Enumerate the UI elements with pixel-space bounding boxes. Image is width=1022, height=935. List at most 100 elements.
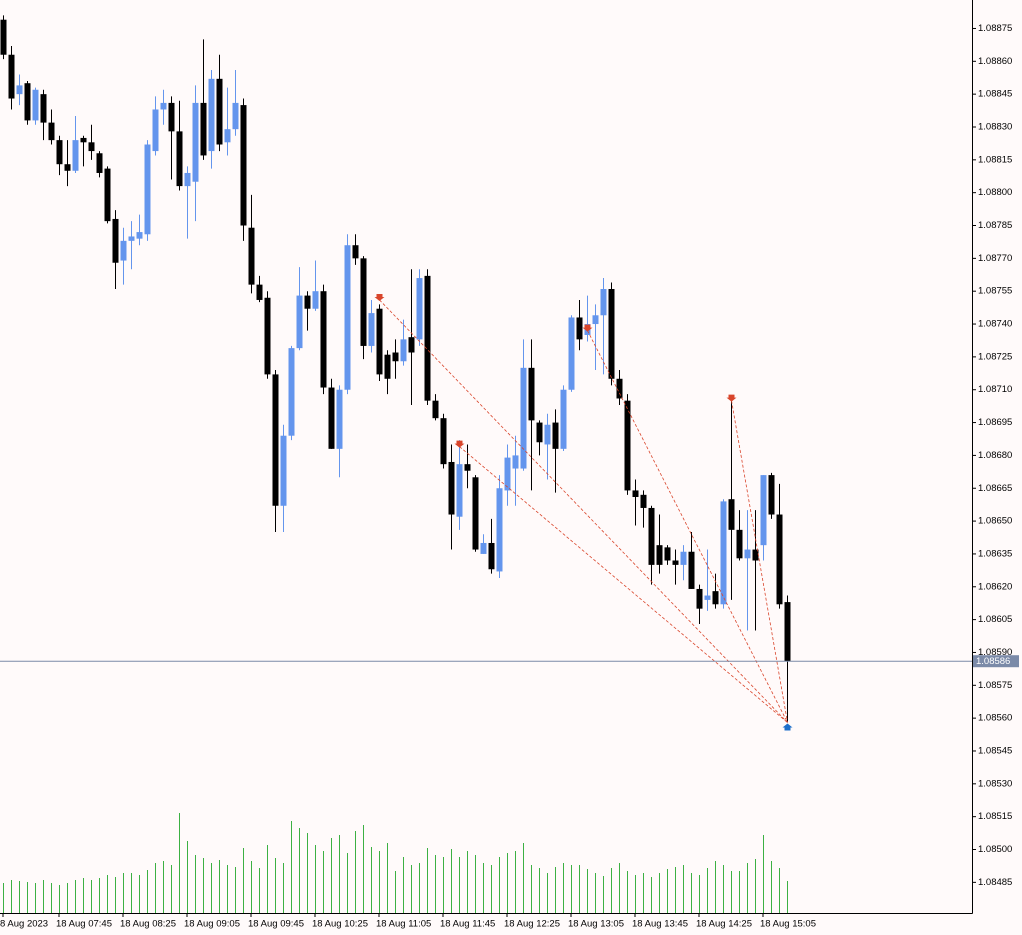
candle-body [464, 464, 471, 471]
candle-body [352, 245, 359, 259]
candle-body [648, 507, 655, 565]
candle-body [552, 422, 559, 449]
candle-body [192, 102, 199, 182]
candle-body [88, 142, 95, 152]
sell-arrow [582, 324, 593, 332]
trade-line [379, 299, 788, 723]
candle-body [144, 144, 151, 235]
x-tick-label: 18 Aug 11:45 [440, 919, 495, 930]
y-tick-label: 1.08845 [978, 89, 1012, 100]
candle-body [160, 102, 167, 110]
candle-body [568, 317, 575, 390]
candle-body [688, 551, 695, 589]
candle-body [768, 475, 775, 515]
candle-body [752, 549, 759, 561]
candle-body [72, 140, 79, 171]
candle-body [696, 588, 703, 609]
candle-body [512, 455, 519, 469]
candle-body [704, 595, 711, 600]
y-tick-label: 1.08755 [978, 286, 1012, 297]
candle-body [232, 102, 239, 130]
candle-body [80, 137, 87, 143]
candle-body [384, 354, 391, 379]
y-tick-label: 1.08770 [978, 253, 1012, 264]
candle-body [224, 129, 231, 143]
candle-body [288, 348, 295, 436]
x-tick-label: 18 Aug 15:05 [760, 919, 816, 930]
y-tick-label: 1.08710 [978, 384, 1012, 395]
candle-body [56, 140, 63, 165]
candle-body [424, 275, 431, 401]
y-tick-label: 1.08545 [978, 745, 1012, 756]
y-tick-label: 1.08485 [978, 877, 1012, 888]
candle-body [208, 78, 215, 152]
candle-body [416, 278, 423, 340]
candle-body [112, 218, 119, 263]
candle-body [368, 313, 375, 346]
plot-area [0, 15, 793, 913]
candle-body [480, 542, 487, 554]
y-tick-label: 1.08830 [978, 122, 1012, 133]
candle-body [176, 131, 183, 187]
candle-body [32, 89, 39, 121]
candle-body [152, 109, 159, 152]
candle-body [640, 494, 647, 508]
y-tick-label: 1.08575 [978, 680, 1012, 691]
candle-body [184, 172, 191, 187]
candle-body [200, 102, 207, 156]
y-tick-label: 1.08515 [978, 811, 1012, 822]
candle-body [128, 236, 135, 241]
x-tick-label: 18 Aug 09:05 [184, 919, 240, 930]
x-tick-label: 8 Aug 2023 [0, 919, 48, 930]
candle-body [272, 374, 279, 506]
candle-body [456, 464, 463, 517]
candle-body [544, 424, 551, 445]
candle-body [672, 560, 679, 565]
x-tick-label: 18 Aug 12:25 [504, 919, 560, 930]
candle-body [608, 289, 615, 379]
candle-body [344, 245, 351, 390]
candle-body [64, 164, 71, 171]
current-price-box [973, 655, 1019, 668]
candle-body [664, 547, 671, 561]
candle-body [136, 232, 143, 239]
candle-body [720, 501, 727, 605]
candle-body [744, 549, 751, 559]
candle-body [24, 83, 31, 121]
candle-body [680, 551, 687, 565]
y-tick-label: 1.08590 [978, 647, 1012, 658]
y-tick-label: 1.08860 [978, 56, 1012, 67]
y-tick-label: 1.08620 [978, 581, 1012, 592]
candle-body [624, 400, 631, 491]
x-tick-label: 18 Aug 14:25 [696, 919, 752, 930]
candle-body [592, 315, 599, 325]
x-tick-label: 18 Aug 07:45 [56, 919, 112, 930]
y-tick-label: 1.08560 [978, 713, 1012, 724]
candle-body [16, 85, 23, 95]
y-tick-label: 1.08500 [978, 844, 1012, 855]
candle-body [600, 289, 607, 316]
sell-arrow [454, 440, 465, 448]
candle-body [264, 297, 271, 375]
sell-arrow [374, 293, 385, 301]
candle-body [504, 457, 511, 491]
candle-body [120, 240, 127, 261]
candle-body [40, 94, 47, 123]
candle-body [96, 153, 103, 173]
buy-arrow [782, 723, 793, 731]
candle-body [408, 337, 415, 353]
y-tick-label: 1.08800 [978, 187, 1012, 198]
trade-line [459, 446, 788, 723]
candle-body [528, 367, 535, 421]
candle-body [760, 475, 767, 546]
candle-body [312, 291, 319, 309]
x-tick-label: 18 Aug 09:45 [248, 919, 304, 930]
x-tick-label: 18 Aug 11:05 [376, 919, 431, 930]
candle-body [536, 422, 543, 443]
candle-body [432, 400, 439, 419]
candle-body [392, 352, 399, 362]
candle-body [560, 389, 567, 449]
candle-body [48, 122, 55, 141]
y-tick-label: 1.08785 [978, 220, 1012, 231]
